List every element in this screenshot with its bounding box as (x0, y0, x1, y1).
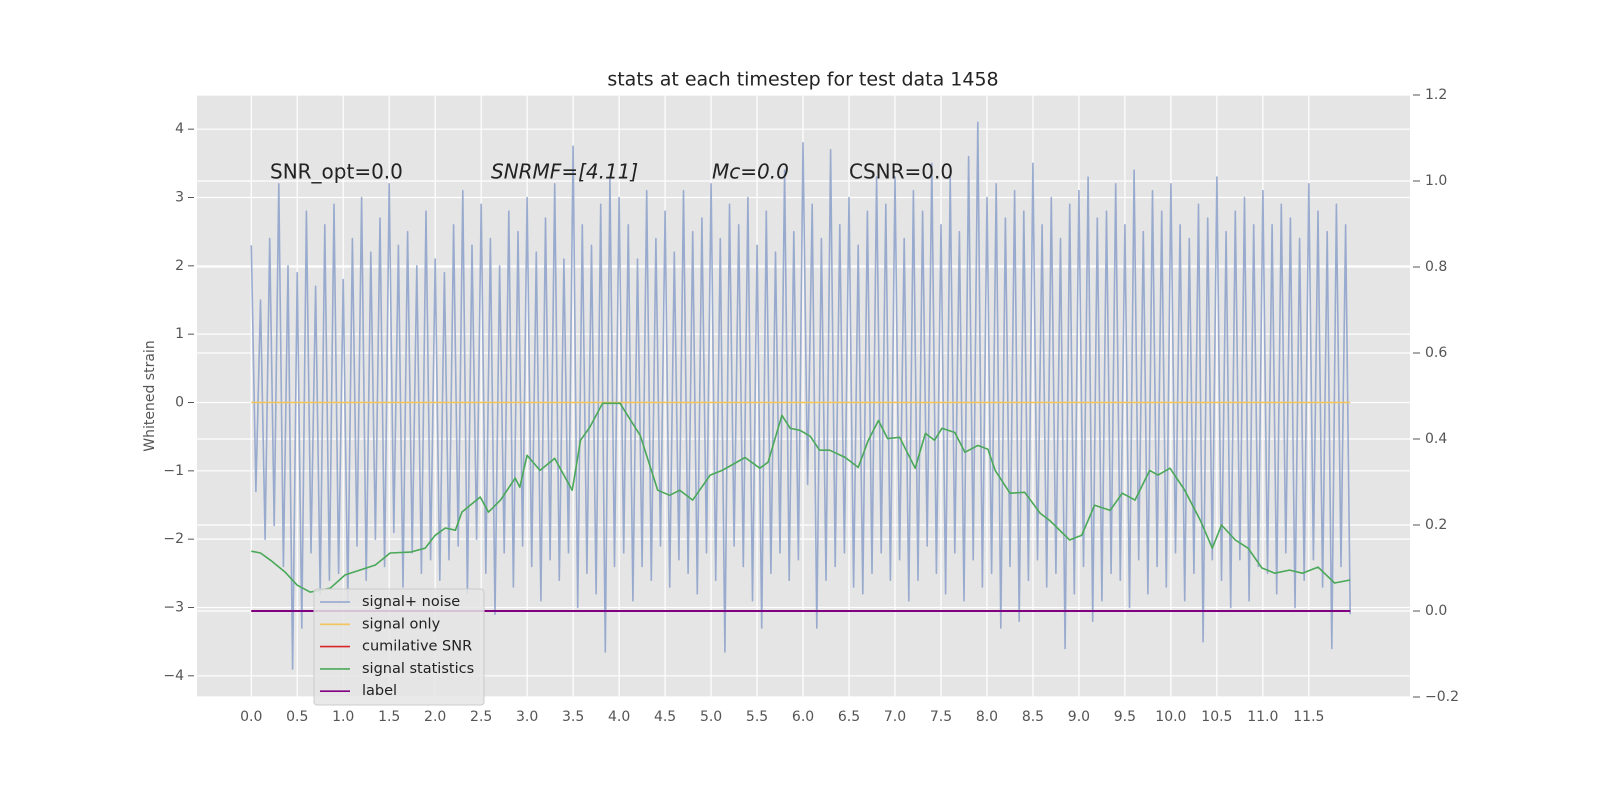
y-tick-label: 4 (175, 121, 184, 137)
x-tick-label: 4.0 (608, 709, 630, 725)
x-tick-label: 11.5 (1293, 709, 1324, 725)
y2-tick-label: 1.2 (1425, 87, 1447, 103)
y-tick-label: −2 (163, 531, 184, 547)
x-tick-label: 3.5 (562, 709, 584, 725)
y2-tick-label: 0.4 (1425, 431, 1447, 447)
x-tick-label: 3.0 (516, 709, 538, 725)
x-tick-label: 9.5 (1114, 709, 1136, 725)
legend-label: signal statistics (362, 661, 474, 677)
x-tick-label: 10.0 (1155, 709, 1186, 725)
y2-tick-label: 0.0 (1425, 603, 1447, 619)
x-tick-label: 2.5 (470, 709, 492, 725)
y-tick-label: −4 (163, 668, 184, 684)
x-tick-label: 2.0 (424, 709, 446, 725)
series-line (251, 402, 1351, 593)
x-tick-label: 5.0 (700, 709, 722, 725)
y2-tick-label: −0.2 (1425, 689, 1459, 705)
annotation: CSNR=0.0 (849, 160, 953, 184)
y2-tick-label: 0.8 (1425, 259, 1447, 275)
x-tick-label: 5.5 (746, 709, 768, 725)
y-tick-label: −3 (163, 599, 184, 615)
chart-title: stats at each timestep for test data 145… (607, 69, 998, 91)
y-tick-label: 2 (175, 258, 184, 274)
x-tick-label: 1.5 (378, 709, 400, 725)
legend: signal+ noise signal only cumilative SNR si… (313, 588, 485, 706)
y2-tick-label: 0.2 (1425, 517, 1447, 533)
x-tick-label: 11.0 (1247, 709, 1278, 725)
series-line (250, 121, 1351, 670)
y-tick-label: 0 (175, 394, 184, 410)
x-tick-label: 8.5 (1022, 709, 1044, 725)
y-axis-label: Whitened strain (142, 340, 158, 451)
legend-box (313, 588, 485, 706)
x-tick-label: 1.0 (332, 709, 354, 725)
x-tick-label: 9.0 (1068, 709, 1090, 725)
x-tick-label: 7.5 (930, 709, 952, 725)
x-tick-label: 6.0 (792, 709, 814, 725)
legend-label: cumilative SNR (362, 639, 472, 655)
x-tick-label: 6.5 (838, 709, 860, 725)
x-tick-label: 10.5 (1201, 709, 1232, 725)
y2-tick-label: 0.6 (1425, 345, 1447, 361)
legend-label: label (362, 683, 397, 699)
legend-label: signal only (362, 616, 441, 632)
y-tick-label: 1 (175, 326, 184, 342)
x-tick-label: 0.0 (240, 709, 262, 725)
legend-label: signal+ noise (362, 594, 460, 610)
annotation: SNRMF=[4.11] (491, 160, 638, 184)
x-tick-label: 7.0 (884, 709, 906, 725)
y-tick-label: −1 (163, 463, 184, 479)
x-tick-label: 0.5 (286, 709, 308, 725)
y-tick-label: 3 (175, 189, 184, 205)
x-tick-label: 8.0 (976, 709, 998, 725)
annotation: SNR_opt=0.0 (270, 160, 403, 184)
x-tick-label: 4.5 (654, 709, 676, 725)
y2-tick-label: 1.0 (1425, 173, 1447, 189)
annotation: Mc=0.0 (712, 160, 789, 184)
